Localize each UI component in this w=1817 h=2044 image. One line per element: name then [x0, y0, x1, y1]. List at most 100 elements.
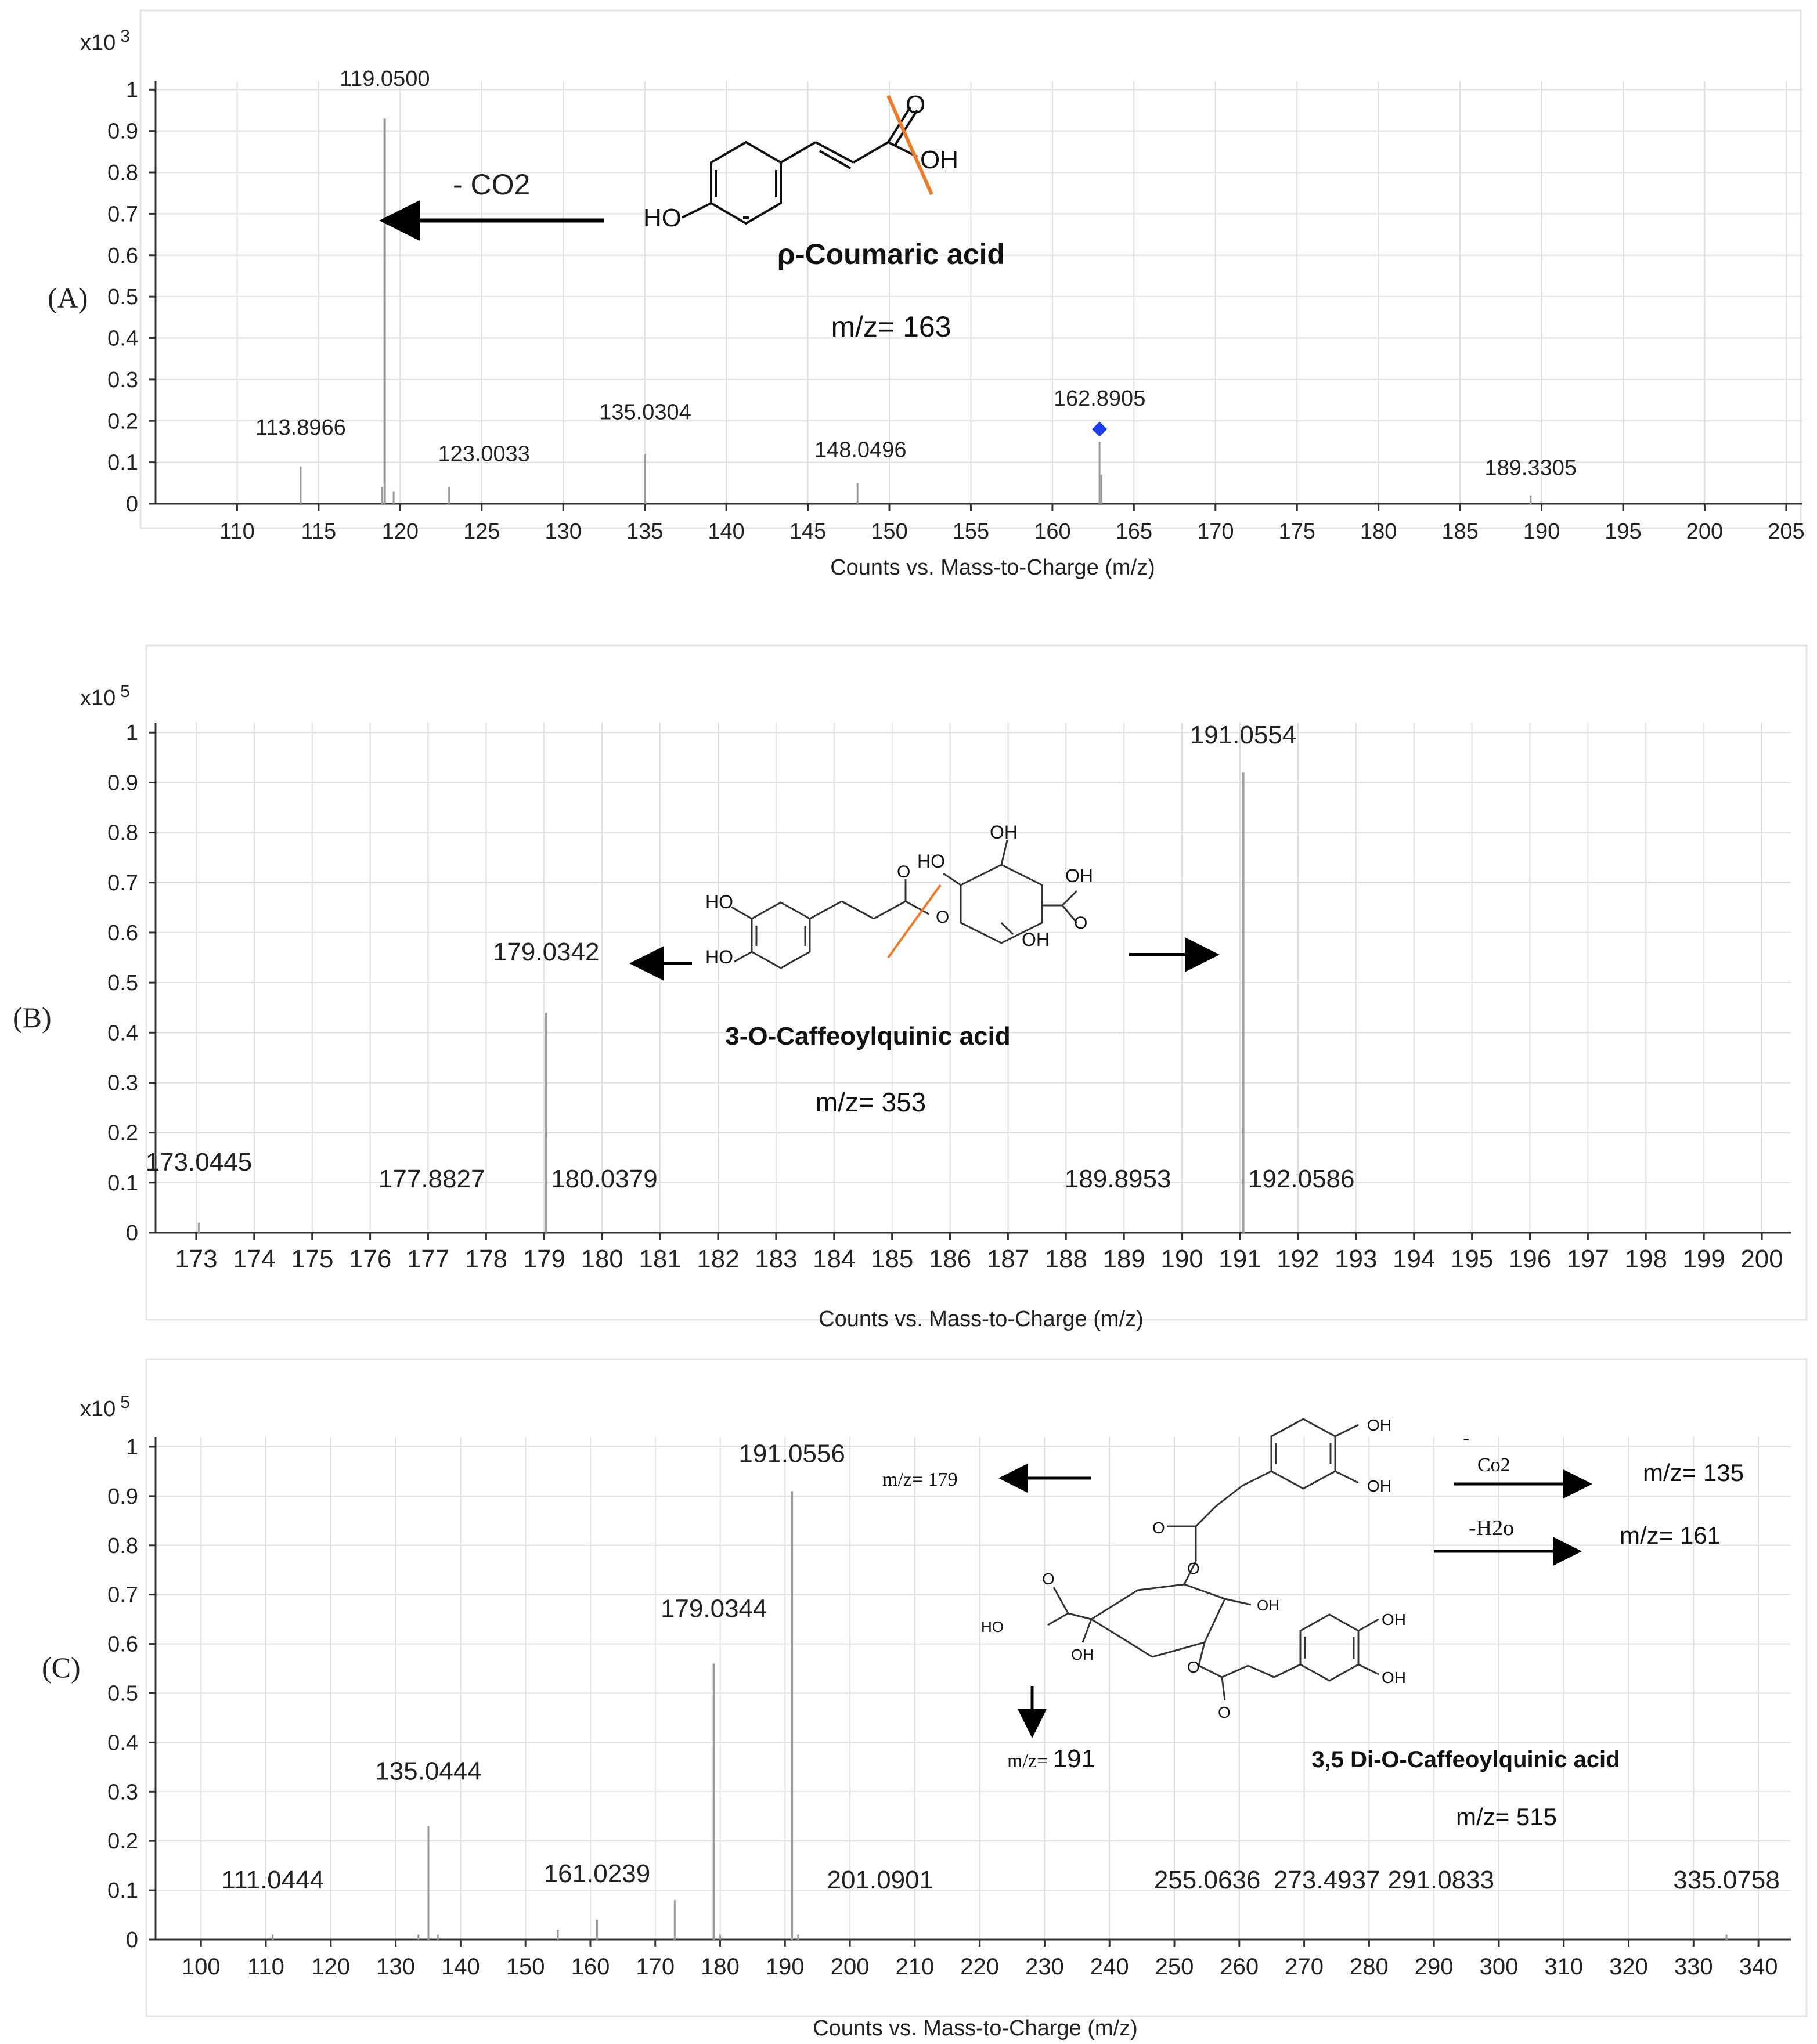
- x-tick-label: 182: [697, 1245, 739, 1273]
- x-tick-label: 120: [382, 519, 419, 544]
- peak-label: 148.0496: [814, 438, 907, 462]
- peak-label: 111.0444: [221, 1866, 324, 1894]
- y-tick-label: 0.2: [107, 1121, 138, 1146]
- peak-label: 177.8827: [378, 1165, 485, 1193]
- y-tick-label: 0: [126, 1221, 138, 1245]
- x-tick-label: 195: [1451, 1245, 1493, 1273]
- x-tick-label: 191: [1218, 1245, 1261, 1273]
- panel-a-xlabel: Counts vs. Mass-to-Charge (m/z): [830, 555, 1155, 580]
- x-tick-label: 181: [639, 1245, 681, 1273]
- x-tick-label: 220: [960, 1954, 999, 1980]
- y-tick-label: 1: [126, 78, 138, 102]
- peak-label: 201.0901: [827, 1866, 934, 1894]
- compound-name-c: 3,5 Di-O-Caffeoylquinic acid: [1311, 1747, 1620, 1772]
- loss-co2-label: Co2: [1477, 1454, 1510, 1476]
- atom-ho-3: HO: [917, 851, 945, 872]
- y-tick-label: 0.4: [107, 327, 138, 351]
- x-tick-label: 160: [1034, 519, 1070, 544]
- peak-label: 162.8905: [1054, 387, 1146, 411]
- x-tick-label: 176: [349, 1245, 391, 1273]
- x-tick-label: 190: [1160, 1245, 1203, 1273]
- y-tick-label: 0.2: [107, 409, 138, 434]
- x-tick-label: 130: [545, 519, 582, 544]
- x-tick-label: 174: [233, 1245, 275, 1273]
- x-tick-label: 300: [1480, 1954, 1519, 1980]
- y-tick-label: 0.1: [107, 1171, 138, 1196]
- x-tick-label: 198: [1625, 1245, 1667, 1273]
- atom-oh: OH: [920, 146, 958, 174]
- panel-a-peaks: [300, 118, 1532, 504]
- y-tick-label: 0.4: [107, 1021, 138, 1045]
- atom-oh-c1: OH: [1367, 1416, 1391, 1434]
- panel-a-peak-labels: 119.0500 113.8966 123.0033 135.0304 148.0496…: [255, 67, 1577, 480]
- x-tick-label: 100: [182, 1954, 221, 1980]
- panel-a-label: (A): [48, 281, 88, 314]
- x-tick-label: 160: [571, 1954, 610, 1980]
- x-tick-label: 190: [766, 1954, 805, 1980]
- panel-b-scale: x10 5: [80, 682, 130, 710]
- y-tick-label: 0.7: [107, 871, 138, 895]
- x-tick-label: 200: [1686, 519, 1723, 544]
- x-tick-label: 330: [1674, 1954, 1713, 1980]
- y-tick-label: 1: [126, 1435, 138, 1460]
- y-tick-label: 0.6: [107, 921, 138, 945]
- atom-ho-c: HO: [981, 1618, 1004, 1635]
- x-tick-label: 110: [219, 519, 255, 544]
- panel-a: 110 115 120 125 130 135 140 145 150 155 160 165 170 1…: [48, 9, 1805, 580]
- atom-o-c4: O: [1187, 1658, 1200, 1676]
- x-tick-label: 340: [1739, 1954, 1778, 1980]
- panel-c-peak-labels: 191.0556 179.0344 135.0444 161.0239 111.0444…: [221, 1439, 1780, 1894]
- x-tick-label: 290: [1415, 1954, 1454, 1980]
- y-tick-label: 0.5: [107, 285, 138, 309]
- y-tick-label: 0.1: [107, 451, 138, 475]
- compound-mz: m/z= 163: [831, 310, 951, 343]
- x-tick-label: 130: [376, 1954, 415, 1980]
- mz-191-label: m/z= 191: [1007, 1745, 1095, 1773]
- x-tick-label: 187: [987, 1245, 1029, 1273]
- x-tick-label: 270: [1285, 1954, 1324, 1980]
- y-tick-label: 0.8: [107, 821, 138, 846]
- cleavage-mark: [886, 95, 933, 196]
- x-tick-label: 173: [175, 1245, 217, 1273]
- y-tick-label: 0.6: [107, 1633, 138, 1657]
- peak-label: 291.0833: [1388, 1866, 1495, 1894]
- compound-mz-c: m/z= 515: [1456, 1803, 1557, 1830]
- panel-b: 173 174 175 176 177 178 179 180 181 182 183 184 185 1…: [13, 644, 1808, 1331]
- peak-label: 123.0033: [438, 442, 530, 466]
- y-tick-label: 0.3: [107, 368, 138, 392]
- y-tick-label: 0: [126, 1928, 138, 1952]
- atom-oh-c3: OH: [1071, 1646, 1094, 1663]
- x-tick-label: 196: [1509, 1245, 1551, 1273]
- x-tick-label: 115: [301, 519, 337, 544]
- x-tick-label: 145: [789, 519, 826, 544]
- x-tick-label: 165: [1116, 519, 1152, 544]
- x-tick-label: 185: [1441, 519, 1478, 544]
- panel-c: 100 110 120 130 140 150 160 170 180 190 200 210 220 2…: [42, 1358, 1808, 2041]
- x-tick-label: 189: [1103, 1245, 1145, 1273]
- mz-161-label: m/z= 161: [1620, 1522, 1721, 1549]
- x-tick-label: 110: [247, 1954, 284, 1980]
- caffeoylquinic-structure: [731, 840, 1078, 969]
- y-tick-label: 1: [126, 721, 138, 745]
- peak-label: 119.0500: [340, 67, 430, 91]
- x-tick-label: 175: [1279, 519, 1315, 544]
- atom-ho-1: HO: [705, 891, 733, 912]
- panel-b-xlabel: Counts vs. Mass-to-Charge (m/z): [819, 1307, 1144, 1331]
- atom-oh-c6: OH: [1382, 1669, 1406, 1687]
- atom-o-c5: O: [1218, 1703, 1231, 1721]
- y-tick-label: 0.8: [107, 1534, 138, 1558]
- x-tick-label: 140: [708, 519, 744, 544]
- y-tick-label: 0.2: [107, 1829, 138, 1854]
- x-tick-label: 310: [1544, 1954, 1583, 1980]
- x-tick-label: 175: [291, 1245, 333, 1273]
- atom-ho: HO: [643, 204, 682, 232]
- atom-o: O: [906, 91, 925, 119]
- x-tick-label: 200: [1740, 1245, 1783, 1273]
- x-tick-label: 186: [929, 1245, 971, 1273]
- peak-label: 161.0239: [544, 1859, 651, 1888]
- x-tick-label: 205: [1768, 519, 1804, 544]
- peak-label: 191.0556: [738, 1439, 845, 1468]
- x-tick-label: 250: [1155, 1954, 1194, 1980]
- x-tick-label: 177: [407, 1245, 449, 1273]
